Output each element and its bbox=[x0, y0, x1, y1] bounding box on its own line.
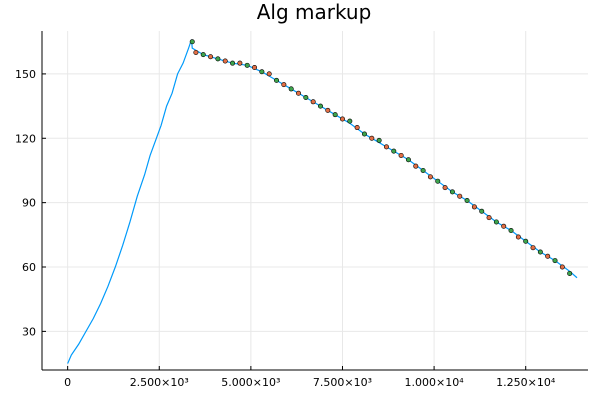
data-point bbox=[391, 148, 397, 154]
data-point bbox=[332, 112, 338, 118]
data-point bbox=[215, 56, 221, 62]
data-point bbox=[266, 71, 272, 77]
y-tick-label: 30 bbox=[22, 325, 36, 338]
data-point bbox=[281, 82, 287, 88]
data-point bbox=[442, 185, 448, 191]
data-point bbox=[398, 152, 404, 158]
data-point bbox=[486, 215, 492, 221]
data-point bbox=[413, 163, 419, 169]
data-point bbox=[259, 69, 265, 75]
data-point bbox=[479, 208, 485, 214]
y-tick-label: 90 bbox=[22, 197, 36, 210]
data-point bbox=[515, 234, 521, 240]
x-tick-label: 5.000×10³ bbox=[221, 376, 280, 389]
data-point bbox=[222, 58, 228, 64]
data-point bbox=[200, 52, 206, 58]
data-point bbox=[567, 270, 573, 276]
data-point bbox=[310, 99, 316, 105]
data-point bbox=[369, 135, 375, 141]
data-point bbox=[208, 54, 214, 60]
x-tick-label: 1.000×10⁴ bbox=[405, 376, 465, 389]
tick-labels: 0 2.500×10³ 5.000×10³ 7.500×10³ 1.000×10⁴ 1.2… bbox=[15, 68, 556, 389]
data-point bbox=[189, 39, 195, 45]
data-point bbox=[339, 116, 345, 122]
series-line bbox=[67, 39, 578, 364]
x-tick-label: 2.500×10³ bbox=[130, 376, 189, 389]
data-point bbox=[552, 258, 558, 264]
axes bbox=[41, 31, 588, 371]
data-point bbox=[405, 157, 411, 163]
data-point bbox=[523, 238, 529, 244]
x-tick-label: 1.250×10⁴ bbox=[496, 376, 556, 389]
data-point bbox=[193, 49, 199, 55]
data-point bbox=[317, 103, 323, 109]
data-point bbox=[354, 125, 360, 131]
data-point bbox=[493, 219, 499, 225]
data-point bbox=[288, 86, 294, 92]
data-point bbox=[508, 228, 514, 234]
data-point bbox=[376, 137, 382, 143]
x-tick-label: 7.500×10³ bbox=[313, 376, 372, 389]
series bbox=[67, 39, 578, 364]
y-tick-label: 60 bbox=[22, 261, 36, 274]
markers bbox=[189, 39, 573, 276]
grid bbox=[42, 31, 588, 370]
data-point bbox=[427, 174, 433, 180]
data-point bbox=[230, 60, 236, 66]
data-point bbox=[559, 264, 565, 270]
data-point bbox=[537, 249, 543, 255]
data-point bbox=[347, 118, 353, 124]
data-point bbox=[464, 198, 470, 204]
data-point bbox=[449, 189, 455, 195]
data-point bbox=[274, 77, 280, 83]
data-point bbox=[237, 60, 243, 66]
data-point bbox=[303, 95, 309, 101]
data-point bbox=[545, 253, 551, 259]
data-point bbox=[244, 62, 250, 68]
data-point bbox=[471, 204, 477, 210]
data-point bbox=[252, 64, 258, 70]
data-point bbox=[435, 178, 441, 184]
data-point bbox=[501, 223, 507, 229]
y-tick-label: 120 bbox=[15, 132, 36, 145]
x-tick-label: 0 bbox=[64, 376, 71, 389]
data-point bbox=[530, 245, 536, 251]
y-tick-label: 150 bbox=[15, 68, 36, 81]
chart-title: Alg markup bbox=[257, 0, 372, 24]
data-point bbox=[296, 90, 302, 96]
data-point bbox=[383, 144, 389, 150]
data-point bbox=[361, 131, 367, 137]
data-point bbox=[325, 107, 331, 113]
data-point bbox=[457, 193, 463, 199]
data-point bbox=[420, 167, 426, 173]
